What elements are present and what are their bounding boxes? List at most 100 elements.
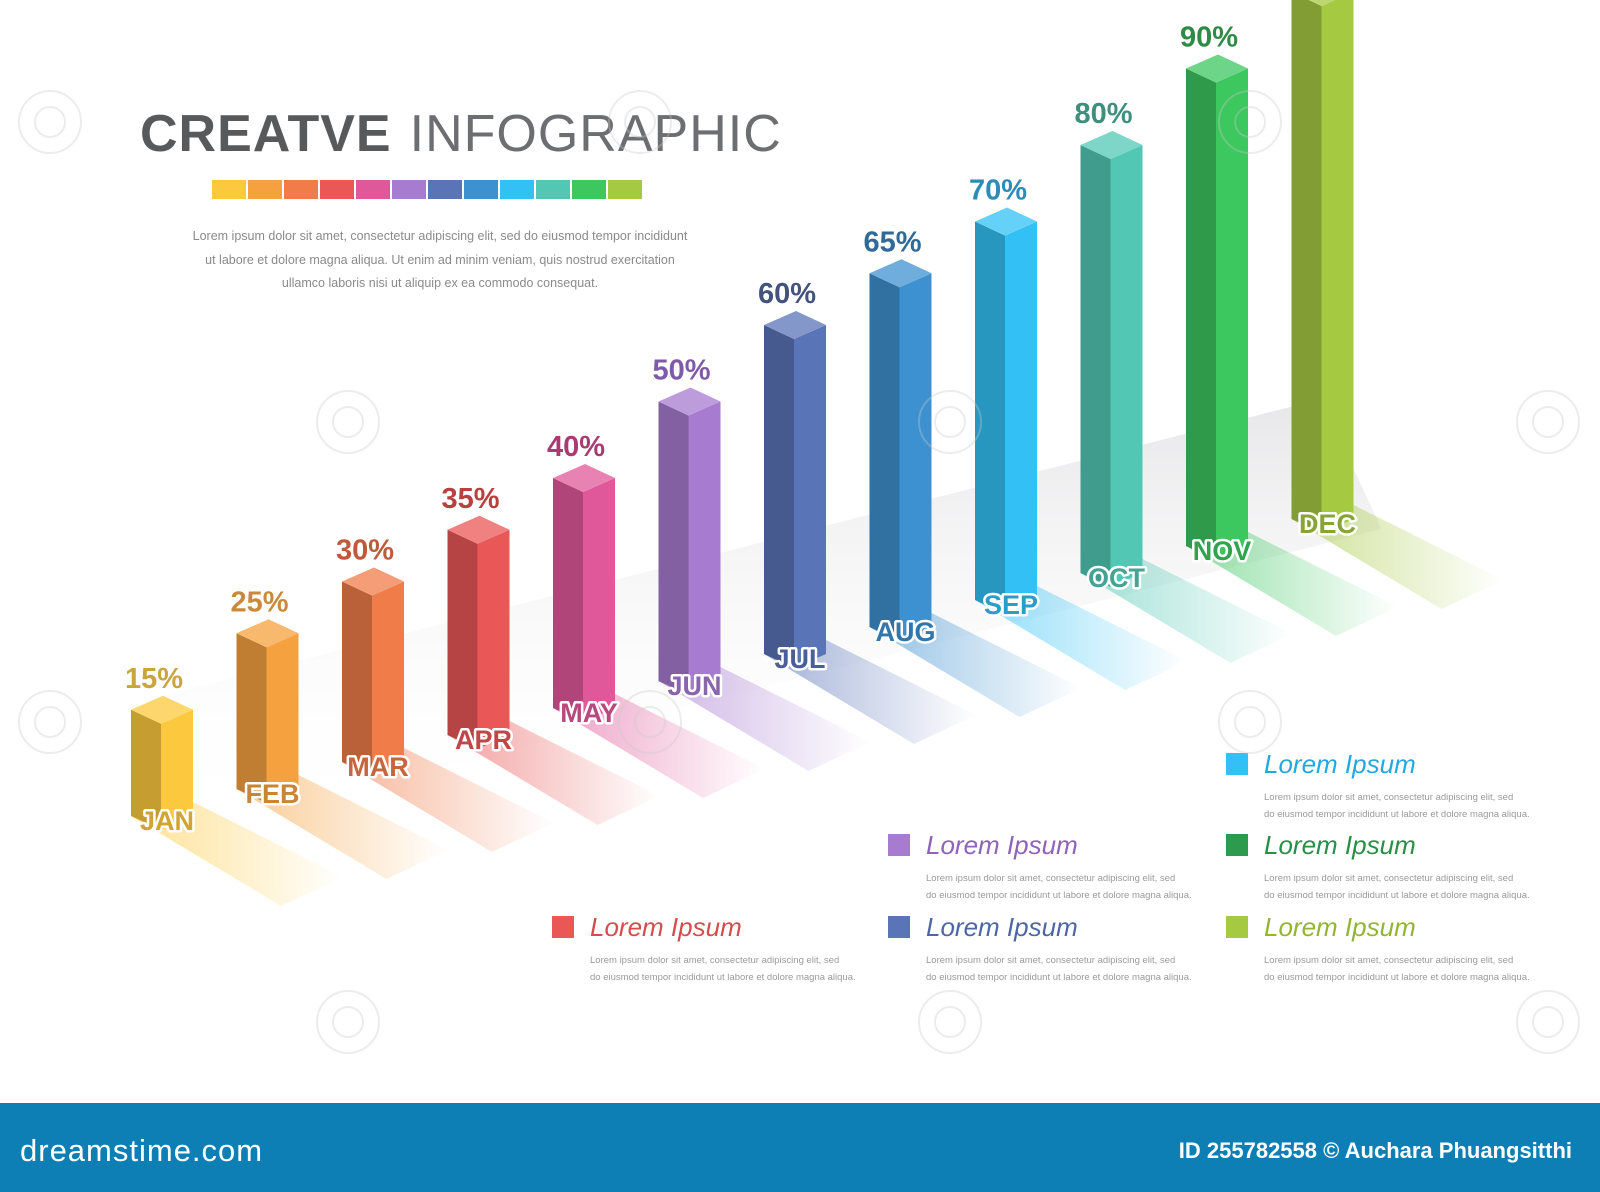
legend-swatch xyxy=(1226,834,1248,856)
legend-desc-line: do eiusmod tempor incididunt ut labore e… xyxy=(1264,809,1530,820)
watermark-icon xyxy=(918,990,982,1054)
bar-top-face xyxy=(553,464,615,492)
intro-line: ut labore et dolore magna aliqua. Ut eni… xyxy=(205,252,675,267)
legend-desc-line: Lorem ipsum dolor sit amet, consectetur … xyxy=(590,955,840,966)
color-swatch xyxy=(320,180,354,199)
intro-line: Lorem ipsum dolor sit amet, consectetur … xyxy=(192,229,688,243)
bar-top-face xyxy=(869,259,932,288)
bar-top-face xyxy=(1186,54,1248,83)
category-label: JAN xyxy=(140,806,194,836)
bar-shadow xyxy=(1291,505,1504,609)
bar-side-face xyxy=(1216,68,1248,560)
watermark-icon xyxy=(1218,690,1282,754)
value-label: 15% xyxy=(125,663,183,695)
color-swatch-strip xyxy=(212,180,642,199)
footer-bar: dreamstime.com ID 255782558 © Auchara Ph… xyxy=(0,1103,1600,1192)
bar-side-face xyxy=(688,401,721,695)
watermark-icon xyxy=(316,990,380,1054)
bar-top-face xyxy=(342,567,404,596)
title-bold: CREATVE xyxy=(140,105,392,163)
bar-front-face xyxy=(975,221,1005,614)
bar-side-face xyxy=(899,273,932,641)
bar-front-face xyxy=(1080,145,1111,587)
legend-swatch xyxy=(888,834,910,856)
bar-front-face xyxy=(764,325,794,668)
value-label: 70% xyxy=(969,175,1027,207)
value-label: 65% xyxy=(863,226,921,258)
color-swatch xyxy=(572,180,606,199)
legend-description: Lorem ipsum dolor sit amet, consectetur … xyxy=(1264,870,1544,904)
bar-front-face xyxy=(447,529,478,749)
bar-shadow xyxy=(975,586,1187,690)
legend-description: Lorem ipsum dolor sit amet, consectetur … xyxy=(1264,952,1544,986)
bar-side-face xyxy=(1321,0,1354,533)
legend-desc-line: do eiusmod tempor incididunt ut labore e… xyxy=(926,890,1192,901)
color-swatch xyxy=(284,180,318,199)
bar-front-face xyxy=(869,273,900,641)
color-swatch xyxy=(212,180,246,199)
category-label: FEB xyxy=(246,779,300,809)
bar-top-face xyxy=(131,695,193,724)
bar-side-face xyxy=(161,709,193,830)
title-light: INFOGRAPHIC xyxy=(409,105,782,163)
legend-desc-line: Lorem ipsum dolor sit amet, consectetur … xyxy=(1264,955,1514,966)
bar-front-face xyxy=(342,581,372,776)
legend-title: Lorem Ipsum xyxy=(1264,830,1416,860)
bar-shadow xyxy=(1080,559,1293,663)
watermark-icon xyxy=(1218,90,1282,154)
watermark-icon xyxy=(316,390,380,454)
bar-shadow xyxy=(764,640,976,744)
watermark-icon xyxy=(1516,990,1580,1054)
bar-front-face xyxy=(236,633,267,803)
category-label: OCT xyxy=(1088,563,1146,593)
intro-line: ullamco laboris nisi ut aliquip ex ea co… xyxy=(281,276,599,290)
color-swatch xyxy=(428,180,462,199)
category-label: DEC xyxy=(1299,509,1356,539)
bar-top-face xyxy=(658,387,721,416)
color-swatch xyxy=(536,180,570,199)
value-label: 35% xyxy=(441,483,499,515)
legend-description: Lorem ipsum dolor sit amet, consectetur … xyxy=(926,870,1206,904)
bar-shadow xyxy=(236,775,449,879)
category-label: MAR xyxy=(347,752,409,782)
bar-side-face xyxy=(477,529,510,749)
legend-description: Lorem ipsum dolor sit amet, consectetur … xyxy=(926,952,1206,986)
bar-front-face xyxy=(658,401,689,695)
watermark-icon xyxy=(608,90,672,154)
category-label: NOV xyxy=(1193,536,1252,566)
bar-top-face xyxy=(764,311,826,339)
legend-description: Lorem ipsum dolor sit amet, consectetur … xyxy=(1264,789,1544,823)
legend-title: Lorem Ipsum xyxy=(590,912,742,942)
bar-side-face xyxy=(583,478,615,722)
bar-side-face xyxy=(372,581,404,776)
legend-swatch xyxy=(1226,916,1248,938)
color-swatch xyxy=(608,180,642,199)
category-label: JUN xyxy=(667,671,721,701)
value-label: 60% xyxy=(758,278,816,310)
bar-side-face xyxy=(266,633,299,803)
category-label: AUG xyxy=(876,617,936,647)
color-swatch xyxy=(392,180,426,199)
legend-desc-line: Lorem ipsum dolor sit amet, consectetur … xyxy=(926,873,1176,884)
color-swatch xyxy=(500,180,534,199)
color-swatch xyxy=(464,180,498,199)
bar-top-face xyxy=(447,515,510,544)
legend-title: Lorem Ipsum xyxy=(1264,749,1416,779)
value-label: 90% xyxy=(1180,22,1238,54)
bar-side-face xyxy=(1005,221,1037,614)
bar-shadow xyxy=(131,802,343,906)
color-swatch xyxy=(356,180,390,199)
value-label: 25% xyxy=(230,586,288,618)
watermark-icon xyxy=(18,90,82,154)
legend-desc-line: do eiusmod tempor incididunt ut labore e… xyxy=(926,972,1192,983)
legend-desc-line: Lorem ipsum dolor sit amet, consectetur … xyxy=(926,955,1176,966)
legend-swatch xyxy=(888,916,910,938)
color-swatch xyxy=(248,180,282,199)
page-title: CREATVE INFOGRAPHIC xyxy=(140,104,782,164)
value-label: 30% xyxy=(336,535,394,567)
bar-front-face xyxy=(131,709,161,830)
bar-front-face xyxy=(553,478,583,722)
bar-front-face xyxy=(1186,68,1216,560)
legend-swatch xyxy=(1226,753,1248,775)
